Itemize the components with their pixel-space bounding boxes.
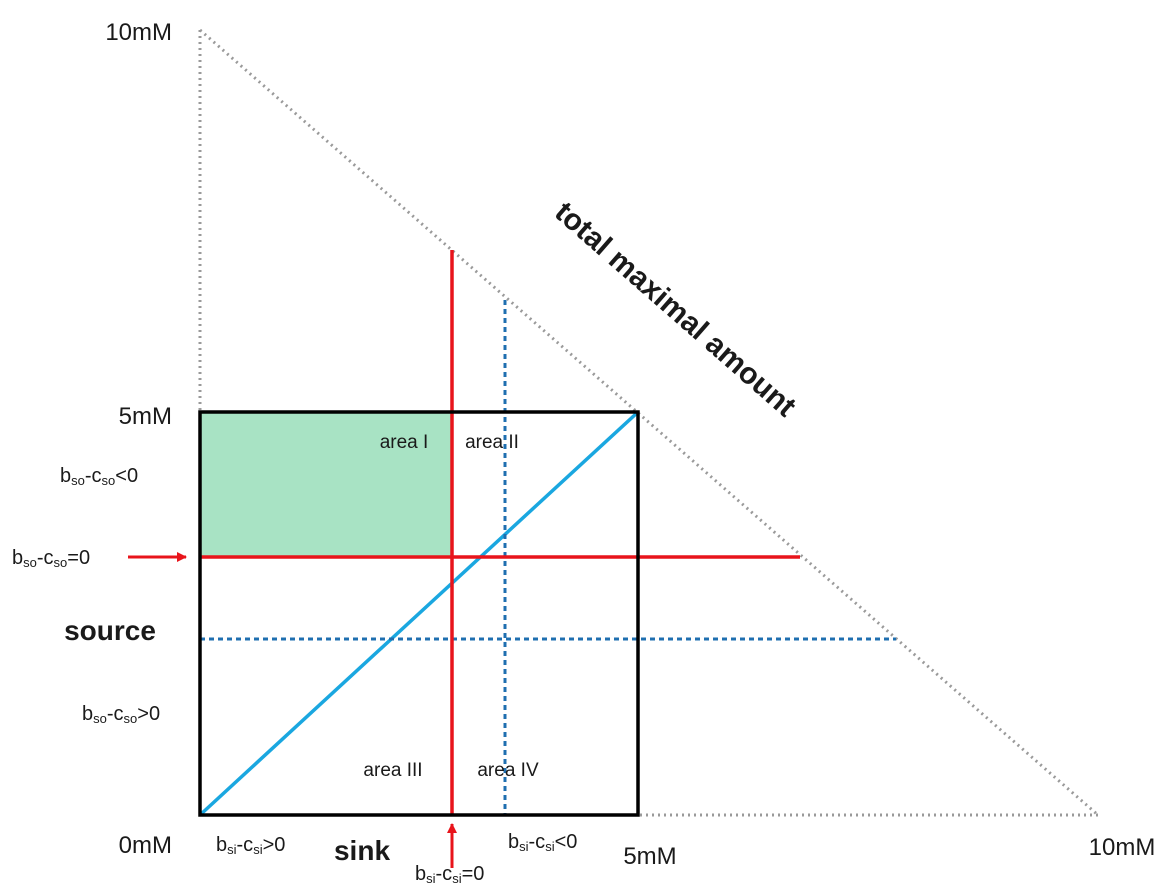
- source-zero-condition: bso-cso=0: [12, 547, 90, 570]
- sink-positive-condition: bsi-csi>0: [216, 834, 285, 857]
- x-axis-mid-label: 5mM: [623, 843, 676, 870]
- source-positive-condition: bso-cso>0: [82, 703, 160, 726]
- area-two-label: area II: [465, 432, 519, 453]
- hypotenuse-dotted-line: [199, 28, 1099, 817]
- diagonal-blue-line: [198, 410, 640, 817]
- x-axis-right-label: 10mM: [1089, 834, 1156, 861]
- sink-negative-condition: bsi-csi<0: [508, 831, 577, 854]
- y-axis-mid-label: 5mM: [119, 403, 172, 430]
- source-axis-label: source: [64, 615, 156, 646]
- bounding-box: [198, 410, 640, 817]
- total-maximal-amount-label: total maximal amount: [548, 195, 802, 423]
- area-one-label: area I: [380, 432, 429, 453]
- area-one-region: [200, 412, 451, 557]
- origin-label: 0mM: [119, 832, 172, 859]
- sink-axis-label: sink: [334, 835, 390, 866]
- y-axis-top-label: 10mM: [105, 19, 172, 46]
- area-three-label: area III: [363, 760, 422, 781]
- source-negative-condition: bso-cso<0: [60, 465, 138, 488]
- sink-zero-condition: bsi-csi=0: [415, 863, 484, 886]
- area-four-label: area IV: [477, 760, 539, 781]
